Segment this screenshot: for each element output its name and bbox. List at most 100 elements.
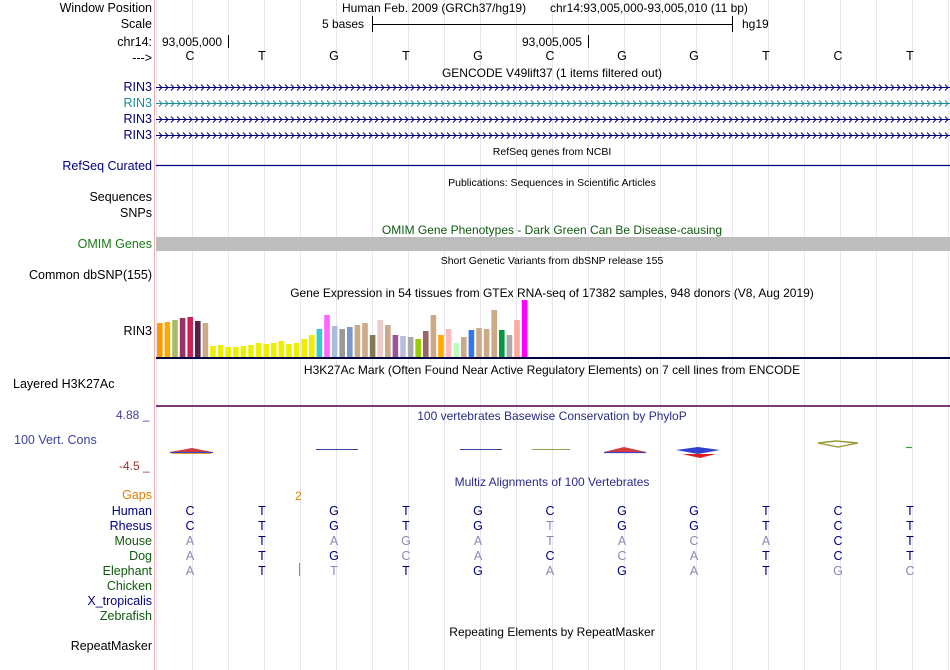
- aligned-base-rhesus: T: [762, 519, 770, 533]
- aligned-base-rhesus: G: [617, 519, 627, 533]
- gtex-tissue-bar: [187, 317, 193, 357]
- reference-base: C: [545, 49, 555, 63]
- label-divider: [154, 0, 155, 670]
- species-mouse: Mouse: [114, 534, 152, 548]
- gtex-tissue-bar: [210, 346, 216, 357]
- strand-chevrons: [158, 100, 949, 107]
- gridline: [912, 0, 913, 670]
- aligned-base-elephant: T: [330, 564, 338, 578]
- gtex-tissue-bar: [354, 325, 361, 357]
- species-xtropicalis: X_tropicalis: [87, 594, 152, 608]
- aligned-base-human: G: [617, 504, 627, 518]
- refseq-title: RefSeq genes from NCBI: [492, 146, 612, 158]
- aligned-base-dog: A: [185, 549, 195, 563]
- gridline: [804, 0, 805, 670]
- track-label-dbsnp[interactable]: Common dbSNP(155): [29, 268, 152, 282]
- gtex-tissue-bar: [430, 315, 437, 357]
- species-human: Human: [111, 504, 152, 518]
- strand-label: --->: [132, 51, 152, 65]
- aligned-base-dog: T: [906, 549, 914, 563]
- species-zebrafish: Zebrafish: [99, 609, 152, 623]
- aligned-base-mouse: A: [329, 534, 339, 548]
- h3k27ac-baseline: [156, 405, 950, 407]
- gtex-tissue-bar: [514, 320, 520, 357]
- gridline: [732, 0, 733, 670]
- refseq-line[interactable]: [156, 160, 950, 170]
- gtex-tissue-bar: [263, 344, 269, 357]
- gtex-tissue-bar: [453, 343, 459, 357]
- gtex-tissue-bar: [468, 330, 475, 357]
- gtex-tissue-bar: [377, 320, 383, 357]
- gtex-tissue-bar: [385, 325, 391, 357]
- aligned-base-dog: C: [401, 549, 411, 563]
- track-label-rin3-1[interactable]: RIN3: [123, 80, 152, 94]
- aligned-base-dog: A: [473, 549, 483, 563]
- track-label-refseq[interactable]: RefSeq Curated: [62, 159, 152, 173]
- aligned-base-elephant: A: [545, 564, 555, 578]
- gencode-transcripts[interactable]: [156, 80, 950, 140]
- gtex-tissue-bar: [491, 310, 497, 357]
- gtex-tissue-bar: [286, 344, 292, 357]
- gridline: [228, 0, 229, 670]
- aligned-base-elephant: A: [689, 564, 699, 578]
- position-readout: chr14:93,005,000-93,005,010 (11 bp): [550, 1, 748, 15]
- aligned-base-human: C: [833, 504, 843, 518]
- aligned-base-dog: C: [833, 549, 843, 563]
- aligned-base-elephant: C: [905, 564, 915, 578]
- track-label-rin3-4[interactable]: RIN3: [123, 128, 152, 142]
- track-label-sequences[interactable]: Sequences: [89, 190, 152, 204]
- track-label-rin3-2[interactable]: RIN3: [123, 96, 152, 110]
- aligned-base-rhesus: C: [185, 519, 195, 533]
- gtex-baseline: [156, 357, 950, 359]
- gtex-tissue-bar: [392, 335, 399, 357]
- gtex-tissue-bar: [400, 336, 406, 357]
- omim-bar[interactable]: [156, 237, 950, 251]
- coord-1: 93,005,000: [162, 35, 223, 49]
- coord-2: 93,005,005: [522, 35, 583, 49]
- aligned-base-rhesus: T: [906, 519, 914, 533]
- track-label-rin3-3[interactable]: RIN3: [123, 112, 152, 126]
- dbsnp-title: Short Genetic Variants from dbSNP releas…: [440, 255, 664, 267]
- track-label-cons[interactable]: 100 Vert. Cons: [14, 433, 97, 447]
- aligned-base-elephant: T: [762, 564, 770, 578]
- reference-base: G: [329, 49, 339, 63]
- aligned-base-human: T: [762, 504, 770, 518]
- gtex-tissue-bar: [461, 337, 467, 357]
- gtex-chart[interactable]: [156, 300, 950, 360]
- gtex-tissue-bar: [499, 330, 505, 357]
- aligned-base-dog: A: [689, 549, 699, 563]
- aligned-base-human: T: [906, 504, 914, 518]
- aligned-base-human: G: [329, 504, 339, 518]
- aligned-base-rhesus: T: [402, 519, 410, 533]
- reference-base: T: [402, 49, 410, 63]
- publications-title: Publications: Sequences in Scientific Ar…: [448, 177, 656, 189]
- aligned-base-mouse: T: [546, 534, 554, 548]
- track-label-gtex-rin3[interactable]: RIN3: [123, 324, 152, 338]
- aligned-base-rhesus: T: [258, 519, 266, 533]
- reference-base: G: [617, 49, 627, 63]
- track-label-snps[interactable]: SNPs: [120, 206, 152, 220]
- aligned-base-human: C: [545, 504, 555, 518]
- track-label-repeatmasker[interactable]: RepeatMasker: [70, 639, 152, 653]
- gridline: [768, 0, 769, 670]
- gtex-tissue-bar: [195, 321, 201, 357]
- gtex-tissue-bar: [248, 345, 254, 357]
- track-label-omim[interactable]: OMIM Genes: [77, 237, 152, 251]
- gtex-tissue-bar: [202, 323, 209, 357]
- track-label-h3k27ac[interactable]: Layered H3K27Ac: [13, 377, 115, 391]
- aligned-base-mouse: A: [185, 534, 195, 548]
- gtex-tissue-bar: [362, 323, 368, 357]
- aligned-base-dog: T: [258, 549, 266, 563]
- db-label: hg19: [742, 17, 769, 31]
- aligned-base-dog: T: [762, 549, 770, 563]
- phylop-plot[interactable]: [156, 438, 950, 462]
- gridline: [660, 0, 661, 670]
- gridline: [948, 0, 949, 670]
- gtex-tissue-bar: [255, 343, 262, 357]
- gencode-title: GENCODE V49lift37 (1 items filtered out): [441, 66, 663, 80]
- gtex-tissue-bar: [301, 339, 307, 357]
- gtex-tissue-bar: [217, 345, 224, 357]
- aligned-base-rhesus: G: [689, 519, 699, 533]
- gtex-tissue-bar: [423, 331, 429, 357]
- gtex-tissue-bar: [233, 347, 239, 357]
